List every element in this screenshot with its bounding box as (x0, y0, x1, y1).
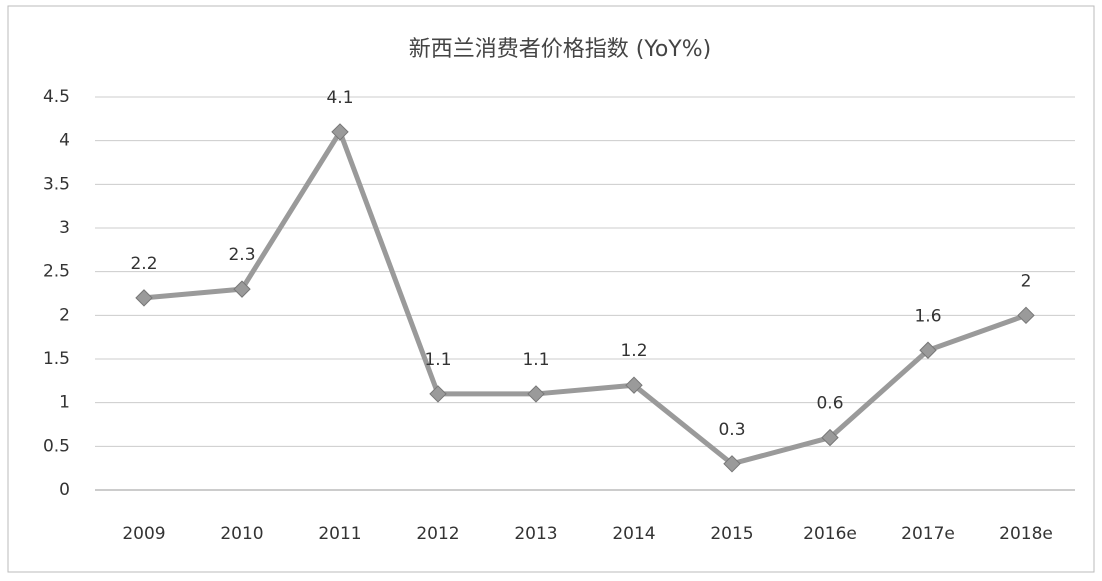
y-tick-label: 1.5 (43, 349, 70, 369)
y-tick-label: 0.5 (43, 436, 70, 456)
series-line (143, 126, 1027, 467)
x-tick-label: 2018e (999, 524, 1053, 544)
y-tick-label: 4.5 (43, 87, 70, 107)
chart-title: 新西兰消费者价格指数 (YoY%) (409, 37, 711, 62)
x-tick-label: 2009 (122, 524, 165, 544)
point-marker (527, 385, 545, 403)
x-tick-label: 2015 (710, 524, 753, 544)
point-marker (625, 376, 643, 394)
data-label: 1.1 (522, 350, 549, 370)
y-tick-label: 3 (59, 218, 70, 238)
y-tick-label: 1 (59, 393, 70, 413)
x-tick-label: 2017e (901, 524, 955, 544)
y-tick-label: 0 (59, 480, 70, 500)
data-label: 2.2 (130, 254, 157, 274)
data-label: 2 (1021, 271, 1032, 291)
point-marker (821, 428, 839, 447)
y-tick-label: 4 (59, 131, 70, 151)
point-marker (331, 123, 349, 141)
data-label: 1.2 (620, 341, 647, 361)
data-label: 1.6 (914, 306, 941, 326)
point-marker (723, 455, 741, 473)
point-marker (135, 289, 153, 307)
data-label: 2.3 (228, 245, 255, 265)
x-tick-label: 2012 (416, 524, 459, 544)
point-marker (919, 341, 937, 359)
x-tick-label: 2014 (612, 524, 655, 544)
data-label: 0.6 (816, 394, 843, 414)
point-marker (429, 385, 447, 403)
point-marker (1017, 306, 1035, 325)
x-tick-label: 2013 (514, 524, 557, 544)
y-tick-label: 3.5 (43, 174, 70, 194)
data-label: 4.1 (326, 88, 353, 108)
x-tick-label: 2010 (220, 524, 263, 544)
point-marker (233, 280, 251, 298)
data-label: 0.3 (718, 420, 745, 440)
x-tick-label: 2011 (318, 524, 361, 544)
data-label: 1.1 (424, 350, 451, 370)
x-tick-label: 2016e (803, 524, 857, 544)
y-tick-label: 2 (59, 305, 70, 325)
chart-frame (7, 5, 1095, 573)
y-tick-label: 2.5 (43, 262, 70, 282)
